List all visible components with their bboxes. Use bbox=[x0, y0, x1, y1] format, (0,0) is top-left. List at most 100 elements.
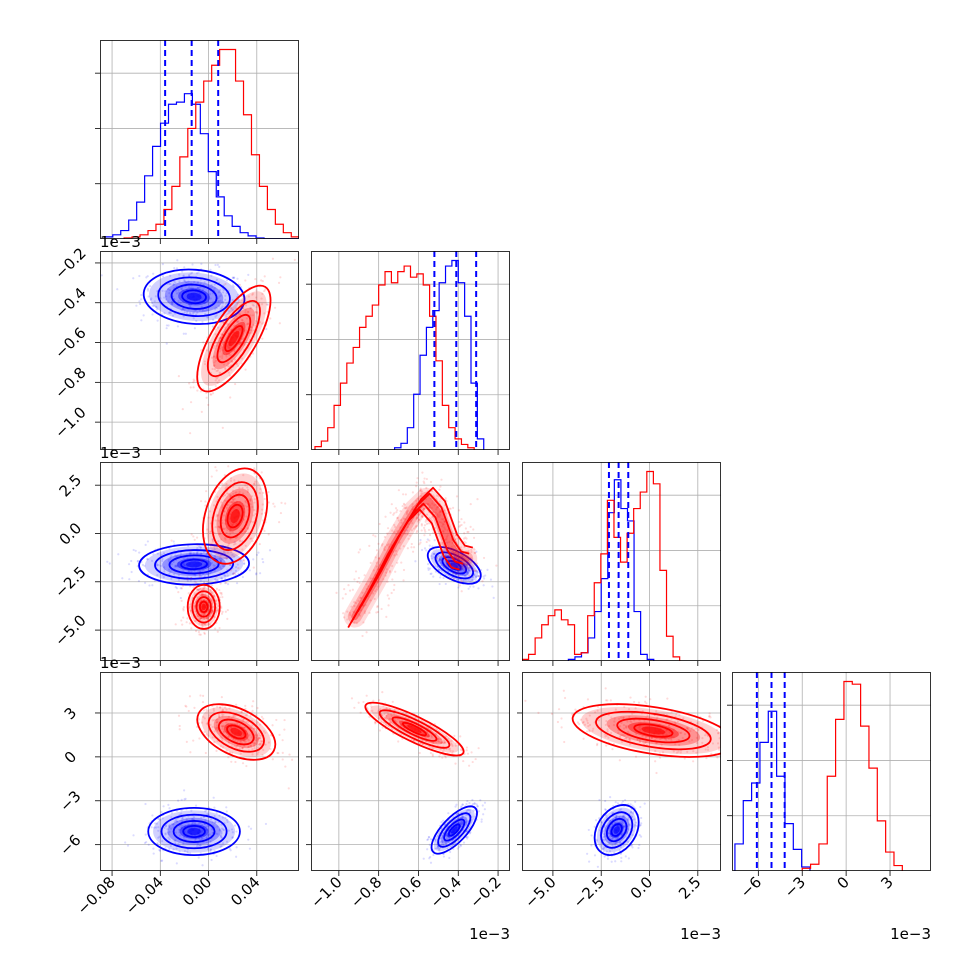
contour-line bbox=[226, 503, 244, 529]
red-histogram bbox=[522, 470, 681, 661]
panel-frame bbox=[100, 40, 299, 239]
contour-line bbox=[181, 289, 207, 305]
scatter-panel-3-1 bbox=[100, 462, 299, 661]
panel-frame bbox=[100, 251, 299, 450]
blue-density bbox=[186, 292, 202, 301]
panel-frame bbox=[100, 672, 299, 871]
blue-histogram bbox=[734, 710, 811, 871]
x-tick-label: −6 bbox=[737, 873, 765, 901]
contour-line bbox=[360, 486, 474, 607]
y-axis-2: −1.0−0.8−0.6−0.4−0.2 1e−3 bbox=[51, 233, 141, 442]
x-tick-label: −0.6 bbox=[387, 873, 425, 911]
y-tick-label: −0.8 bbox=[51, 364, 89, 402]
contour-line bbox=[195, 596, 212, 618]
x-tick-label: −0.8 bbox=[347, 873, 385, 911]
contour-line bbox=[226, 724, 247, 740]
y-offset-label: 1e−3 bbox=[100, 654, 141, 672]
contour-line bbox=[182, 824, 206, 838]
contour-line bbox=[196, 284, 272, 393]
histogram-panel-3 bbox=[517, 462, 721, 661]
contour-line bbox=[426, 546, 482, 585]
contour-line bbox=[605, 817, 628, 843]
red-density bbox=[230, 509, 240, 524]
y-tick-label: −0.2 bbox=[51, 244, 89, 282]
y-tick-label: −3 bbox=[56, 787, 84, 815]
x-offset-label: 1e−3 bbox=[890, 925, 931, 943]
blue-histogram bbox=[567, 479, 655, 661]
red-density bbox=[230, 727, 243, 737]
blue-density bbox=[613, 826, 620, 834]
blue-density bbox=[185, 561, 203, 568]
contour-line bbox=[600, 811, 634, 849]
y-tick-label: −5.0 bbox=[51, 611, 89, 649]
scatter-panel-4-3 bbox=[522, 672, 721, 871]
contour-line bbox=[364, 701, 465, 757]
x-tick-label: 2.5 bbox=[675, 873, 705, 903]
x-tick-label: 3 bbox=[877, 873, 896, 892]
y-tick-label: −0.6 bbox=[51, 324, 89, 362]
y-tick-label: −1.0 bbox=[51, 403, 89, 441]
contour-line bbox=[160, 813, 228, 850]
red-secondary-density bbox=[201, 603, 207, 611]
y-tick-label: −2.5 bbox=[51, 563, 89, 601]
y-tick-label: −6 bbox=[56, 831, 84, 859]
panel-frame bbox=[100, 462, 299, 661]
red-histogram bbox=[314, 265, 475, 450]
x-axis-4: −6 −3 0 3 1e−3 bbox=[737, 871, 931, 943]
contour-line bbox=[448, 823, 461, 837]
contour-line bbox=[437, 812, 472, 848]
y-tick-label: 2.5 bbox=[56, 471, 86, 501]
red-histogram bbox=[123, 48, 299, 239]
x-tick-label: 0.00 bbox=[179, 873, 215, 909]
red-density bbox=[228, 330, 240, 347]
y-offset-label: 1e−3 bbox=[100, 444, 141, 462]
panel-frame bbox=[522, 462, 721, 661]
red-histogram bbox=[801, 680, 903, 871]
x-tick-label: 0.0 bbox=[627, 873, 657, 903]
contour-line bbox=[154, 549, 235, 580]
y-tick-label: −0.4 bbox=[51, 284, 89, 322]
contour-line bbox=[186, 583, 221, 630]
x-tick-label: −5.0 bbox=[521, 873, 559, 911]
contour-line bbox=[391, 716, 438, 742]
scatter-panel-2-1 bbox=[100, 251, 299, 450]
contour-line bbox=[595, 710, 712, 751]
contour-line bbox=[216, 313, 252, 364]
histogram-panel-4 bbox=[727, 672, 931, 871]
y-tick-label: 3 bbox=[61, 704, 80, 723]
x-tick-label: −2.5 bbox=[570, 873, 608, 911]
contour-line bbox=[610, 823, 623, 837]
x-tick-label: −0.2 bbox=[466, 873, 504, 911]
contour-line bbox=[211, 481, 259, 551]
contour-line bbox=[219, 493, 251, 539]
contour-line bbox=[441, 556, 468, 575]
red-density bbox=[641, 726, 666, 735]
contour-line bbox=[147, 806, 241, 857]
x-tick-label: −0.4 bbox=[427, 873, 465, 911]
contour-line bbox=[142, 268, 246, 325]
scatter-panel-4-2 bbox=[311, 672, 510, 871]
scatter-panel-3-2 bbox=[311, 462, 510, 661]
x-tick-label: 0 bbox=[833, 873, 852, 892]
contour-line bbox=[633, 723, 674, 738]
x-tick-label: −1.0 bbox=[307, 873, 345, 911]
blue-density bbox=[450, 826, 458, 834]
contour-line bbox=[401, 721, 428, 737]
x-tick-label: −3 bbox=[781, 873, 809, 901]
panel-frame bbox=[732, 672, 931, 871]
contour-line bbox=[430, 805, 478, 855]
y-tick-label: 0 bbox=[61, 748, 80, 767]
contour-line bbox=[224, 325, 244, 352]
blue-histogram bbox=[104, 93, 299, 239]
contour-line bbox=[191, 590, 217, 624]
contour-line bbox=[593, 804, 640, 856]
contour-line bbox=[157, 276, 231, 318]
x-offset-label: 1e−3 bbox=[469, 925, 510, 943]
contour-line bbox=[443, 818, 466, 842]
contour-line bbox=[172, 820, 216, 843]
contour-line bbox=[170, 283, 218, 310]
contour-line bbox=[378, 709, 451, 749]
contour-line bbox=[217, 718, 255, 746]
contour-line bbox=[168, 554, 220, 575]
